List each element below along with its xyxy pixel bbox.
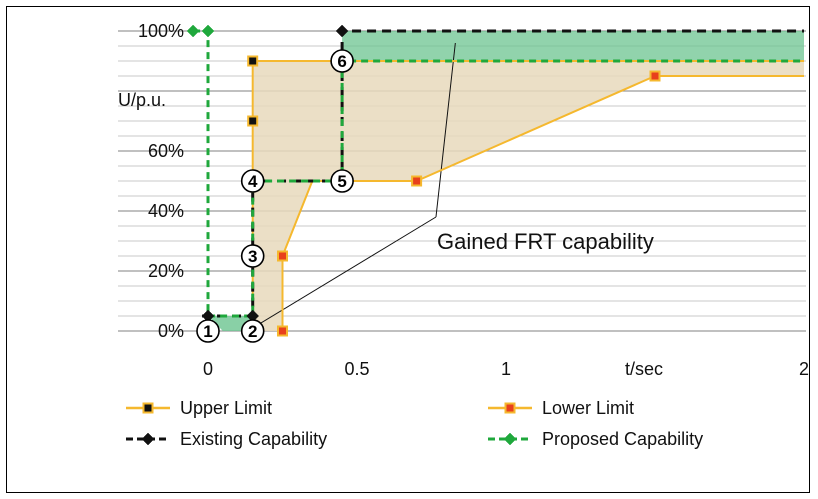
x-tick-label: 0.5 (344, 359, 369, 379)
point-label-text: 3 (248, 247, 257, 266)
x-tick-label: 1 (501, 359, 511, 379)
upper-limit-point (247, 55, 259, 67)
proposed-capability-point (201, 24, 215, 38)
point-label-circle (240, 319, 265, 343)
point-label-2: 2 (240, 319, 265, 343)
legend-item-existing-capability: Existing Capability (126, 429, 327, 449)
y-axis-label: U/p.u. (118, 90, 166, 110)
point-label-circle (330, 49, 354, 73)
legend-label: Existing Capability (180, 429, 327, 449)
axis-labels: 0% 20% 40% 60% 100% 0 0.5 1 2 (138, 21, 809, 379)
legend-label: Upper Limit (180, 398, 272, 418)
point-labels: 1 2 3 4 5 6 (196, 49, 354, 343)
point-label-3: 3 (240, 244, 265, 268)
point-label-circle (196, 319, 220, 343)
legend-item-proposed-capability: Proposed Capability (488, 429, 703, 449)
legend: Upper Limit Lower Limit Existing Capabilit… (126, 398, 703, 449)
point-label-circle (240, 244, 265, 268)
point-label-1: 1 (196, 319, 220, 343)
point-label-circle (330, 169, 354, 193)
legend-swatch-marker (503, 432, 517, 446)
lower-limit-markers (277, 70, 661, 337)
legend-swatch-marker (142, 402, 154, 414)
point-label-text: 2 (248, 322, 257, 341)
point-label-text: 4 (248, 172, 258, 191)
point-label-6: 6 (330, 49, 354, 73)
x-axis-label: t/sec (625, 359, 663, 379)
series-line (281, 75, 804, 331)
lower-limit-point (277, 325, 288, 337)
shaded-area-gained-capability (342, 31, 804, 61)
point-label-4: 4 (240, 169, 265, 193)
lower-limit-point (277, 250, 288, 262)
y-tick-label: 60% (148, 141, 184, 161)
lower-limit-point (411, 175, 423, 187)
legend-swatch-marker (504, 402, 516, 414)
x-tick-label: 0 (203, 359, 213, 379)
y-tick-label: 0% (158, 321, 184, 341)
existing-capability-point (335, 24, 349, 38)
legend-item-lower-limit: Lower Limit (488, 398, 634, 418)
y-tick-label: 40% (148, 201, 184, 221)
annotation-text: Gained FRT capability (437, 229, 654, 254)
point-label-text: 1 (203, 322, 212, 341)
series-lower-limit (281, 75, 804, 331)
legend-item-upper-limit: Upper Limit (126, 398, 272, 418)
lower-limit-point (649, 70, 661, 82)
shaded-area-between-limits (252, 61, 804, 331)
upper-limit-point (247, 115, 259, 127)
point-label-text: 6 (337, 52, 346, 71)
legend-label: Lower Limit (542, 398, 634, 418)
point-label-text: 5 (337, 172, 346, 191)
y-tick-label: 20% (148, 261, 184, 281)
proposed-capability-markers (186, 24, 215, 38)
proposed-capability-point (186, 24, 200, 38)
legend-label: Proposed Capability (542, 429, 703, 449)
point-label-circle (240, 169, 265, 193)
legend-swatch-marker (141, 432, 155, 446)
annotation-pointer (435, 42, 456, 218)
upper-limit-markers (247, 55, 259, 127)
x-tick-label: 2 (799, 359, 809, 379)
y-tick-label: 100% (138, 21, 184, 41)
point-label-5: 5 (330, 169, 354, 193)
